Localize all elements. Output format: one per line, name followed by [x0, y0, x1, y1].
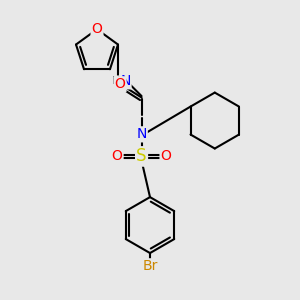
Text: N: N	[136, 127, 147, 141]
Text: H: H	[112, 76, 121, 86]
Text: S: S	[136, 147, 147, 165]
Text: Br: Br	[142, 259, 158, 273]
Text: O: O	[160, 149, 171, 164]
Text: O: O	[92, 22, 102, 36]
Text: O: O	[112, 149, 123, 164]
Text: O: O	[115, 77, 125, 91]
Text: N: N	[120, 74, 130, 88]
